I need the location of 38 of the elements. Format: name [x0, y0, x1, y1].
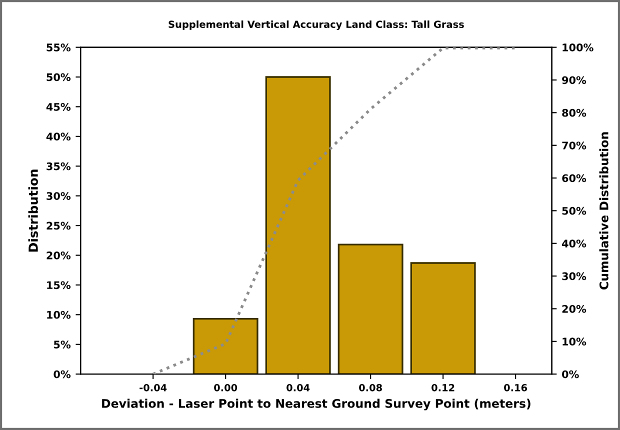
x-axis-title: Deviation - Laser Point to Nearest Ground Survey Point (meters): [102, 398, 530, 410]
y-tick-label: 55%: [46, 44, 71, 52]
x-tick-label: 0.00: [214, 384, 238, 392]
y2-tick-label: 100%: [562, 44, 594, 52]
bar: [338, 244, 404, 374]
x-tick-label: 0.12: [432, 384, 454, 392]
y-axis-title: Distribution: [28, 170, 38, 252]
y-tick-label: 35%: [46, 162, 71, 170]
y2-tick-label: 60%: [562, 174, 586, 182]
y-tick-label: 20%: [46, 251, 71, 260]
y2-tick-label: 90%: [562, 76, 586, 84]
y-tick-label: 45%: [46, 102, 71, 111]
y-tick-label: 40%: [46, 132, 71, 141]
bar: [410, 262, 476, 374]
y2-tick-label: 70%: [562, 142, 586, 150]
y2-tick-label: 30%: [562, 272, 586, 280]
x-tick-label: -0.04: [140, 384, 167, 392]
y2-tick-label: 40%: [562, 240, 586, 248]
x-tick-label: 0.16: [504, 384, 528, 392]
bar: [265, 76, 331, 374]
y2-tick-label: 20%: [562, 304, 586, 313]
y-tick-label: 25%: [46, 222, 71, 230]
x-tick-label: 0.04: [286, 384, 310, 392]
chart-title: Supplemental Vertical Accuracy Land Class: Tall Grass: [168, 20, 464, 30]
y-tick-label: 30%: [46, 192, 71, 200]
y-tick-label: 10%: [47, 310, 71, 319]
bar: [192, 318, 258, 374]
y2-tick-label: 50%: [562, 206, 586, 215]
y2-tick-label: 0%: [562, 370, 579, 378]
x-tick-label: 0.08: [359, 384, 382, 392]
line-series: [152, 47, 517, 374]
y2-tick-label: 10%: [562, 338, 586, 346]
y2-axis-title: Cumulative Distribution: [599, 132, 608, 290]
y-tick-label: 50%: [46, 73, 71, 82]
y2-tick-label: 80%: [562, 108, 586, 117]
y-tick-label: 5%: [54, 340, 71, 348]
y-tick-label: 15%: [47, 281, 71, 290]
y-tick-label: 0%: [54, 370, 71, 378]
